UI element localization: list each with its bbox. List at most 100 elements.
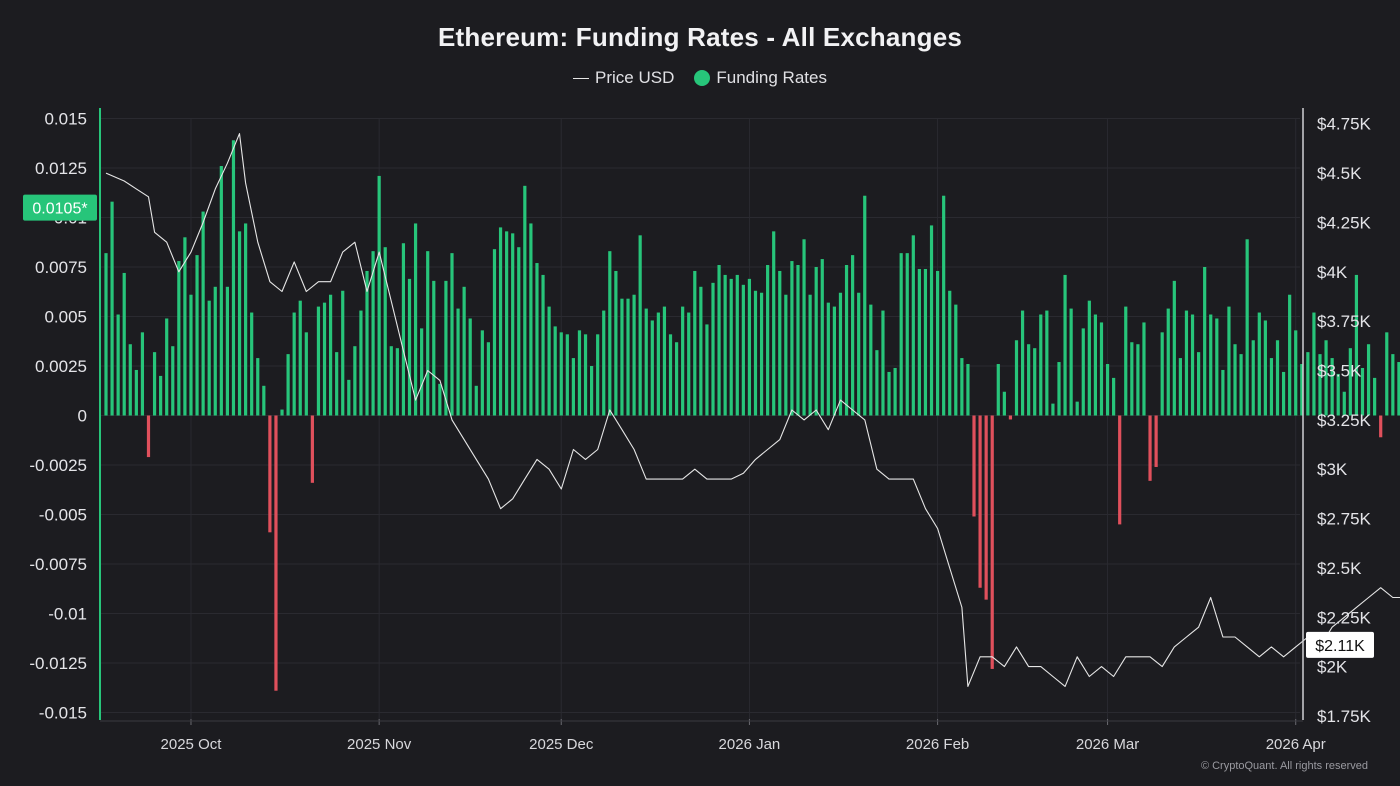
funding-rate-bar (328, 294, 333, 416)
funding-rate-bar (231, 140, 236, 416)
funding-rate-bar (717, 265, 721, 416)
funding-rate-bar (1051, 403, 1055, 416)
funding-rate-bar (1045, 310, 1049, 416)
funding-rate-bar (341, 290, 345, 416)
y-right-tick-label: $3.5K (1317, 362, 1362, 381)
funding-rate-bar (450, 253, 454, 416)
funding-rate-bar (1366, 344, 1371, 416)
funding-rate-bar (1014, 340, 1019, 416)
funding-rate-bar (401, 243, 406, 416)
funding-rate-bar (808, 294, 812, 416)
funding-rate-bar (814, 267, 818, 416)
funding-rate-bar (990, 415, 994, 669)
funding-rate-bar (1360, 367, 1365, 416)
x-tick-label: 2026 Apr (1266, 736, 1326, 753)
funding-rate-bar (632, 294, 636, 416)
funding-rate-bar (1112, 377, 1116, 416)
funding-rate-bar (1257, 312, 1261, 416)
y-left-tick-label: 0.0025 (35, 357, 87, 376)
funding-rate-bar (1069, 308, 1073, 416)
funding-rate-bar (110, 201, 114, 416)
funding-rate-bar (456, 308, 460, 416)
funding-rate-bar (268, 415, 272, 533)
funding-rate-bar (274, 415, 278, 691)
funding-rate-bar (474, 385, 478, 416)
y-left-tick-label: -0.0075 (29, 555, 87, 574)
funding-rate-bar (1105, 364, 1110, 416)
funding-rate-bar (207, 300, 211, 416)
funding-rate-bar (165, 318, 169, 416)
funding-rate-bar (996, 364, 1000, 416)
funding-rate-bar (687, 312, 691, 416)
funding-rate-bar (1330, 358, 1334, 416)
funding-rate-bar (523, 185, 527, 416)
funding-rate-bar (723, 274, 727, 416)
funding-rate-bar (1215, 318, 1219, 416)
funding-rate-bar (626, 298, 630, 416)
funding-rate-bar (772, 231, 776, 416)
funding-rate-bar (942, 195, 946, 416)
funding-rate-bar (729, 278, 733, 416)
funding-rate-bar (1373, 377, 1377, 416)
x-tick-label: 2025 Dec (529, 736, 594, 753)
legend: Price USD Funding Rates (0, 68, 1400, 88)
funding-rate-bar (1118, 415, 1122, 525)
legend-item-price[interactable]: Price USD (573, 68, 674, 88)
funding-rate-bar (1197, 352, 1201, 416)
legend-item-funding[interactable]: Funding Rates (694, 68, 827, 88)
funding-rate-bar (438, 383, 442, 416)
funding-rate-bar (177, 261, 181, 416)
y-left-tick-label: -0.0125 (29, 654, 87, 673)
funding-rate-bar (146, 415, 151, 458)
funding-rate-bar (571, 358, 575, 416)
funding-rate-bar (844, 265, 849, 416)
funding-rate-bar (322, 302, 327, 416)
price-series (105, 133, 1400, 687)
funding-rate-bar (250, 312, 254, 416)
funding-rate-bar (674, 342, 679, 416)
funding-rate-bar (1288, 294, 1292, 416)
copyright-credit: © CryptoQuant. All rights reserved (1200, 760, 1368, 772)
legend-label-price: Price USD (595, 68, 675, 87)
price-line-swatch (573, 77, 590, 79)
funding-rate-bar (832, 306, 836, 416)
funding-rate-bar (292, 312, 296, 416)
funding-rate-bar (1221, 369, 1225, 416)
funding-rate-bar (480, 330, 484, 416)
funding-rate-bar (1348, 348, 1352, 416)
funding-rate-bar (693, 270, 697, 416)
y-right-tick-label: $4.25K (1317, 213, 1372, 232)
funding-rate-bar (122, 272, 126, 416)
funding-rate-bar (851, 255, 855, 416)
funding-rate-bar (650, 320, 654, 416)
funding-rate-bar (1057, 362, 1061, 416)
funding-rate-bar (759, 292, 764, 416)
funding-rate-bar (1081, 328, 1085, 416)
funding-rate-bar (365, 270, 369, 416)
funding-rate-bar (923, 268, 928, 416)
y-right-tick-label: $1.75K (1317, 707, 1372, 726)
funding-rate-bar (741, 284, 745, 416)
funding-rate-bar (1142, 322, 1146, 416)
y-right-tick-label: $3.25K (1317, 411, 1372, 430)
funding-rate-bar (1324, 340, 1328, 416)
current-price-label: $2.11K (1315, 638, 1365, 655)
funding-rate-bar (219, 166, 223, 416)
funding-rate-bar (1312, 312, 1316, 416)
funding-rate-bar (838, 292, 843, 416)
funding-rate-bar (1379, 415, 1383, 438)
funding-rate-bar (966, 364, 970, 416)
funding-rate-bar (1148, 415, 1152, 481)
funding-rate-bar (462, 286, 466, 416)
funding-rate-bar (335, 352, 339, 416)
funding-rate-bar (104, 253, 108, 416)
funding-rate-bar (1160, 332, 1164, 416)
x-tick-label: 2025 Oct (161, 736, 223, 753)
funding-rate-bar (954, 304, 958, 416)
y-left-tick-label: 0.0075 (35, 258, 87, 277)
funding-rate-bar (984, 415, 988, 600)
funding-rate-bar (614, 270, 618, 416)
grid-lines (100, 118, 1300, 721)
y-left-tick-label: -0.01 (48, 605, 87, 624)
funding-rate-bar (213, 286, 217, 416)
